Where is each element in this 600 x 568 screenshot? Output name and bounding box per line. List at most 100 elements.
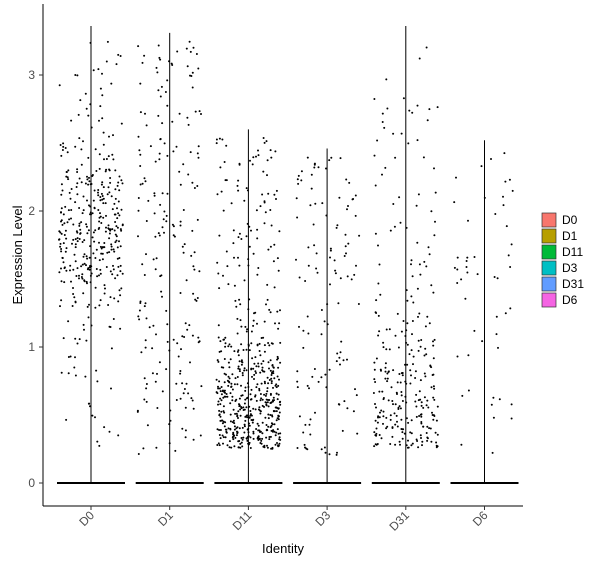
point [112,264,114,267]
point [189,361,191,364]
point [415,405,418,408]
point [426,399,429,402]
point [416,287,419,290]
point [343,400,346,403]
point [257,437,260,439]
point [74,356,76,359]
point [155,66,158,69]
point [434,431,437,434]
point [426,315,429,318]
point [78,222,81,225]
point [453,201,456,204]
point [307,246,310,249]
point [97,191,99,194]
point [295,258,297,261]
legend-swatch [541,260,557,276]
point [259,354,262,357]
point [455,176,457,179]
point [85,280,88,283]
point [99,199,102,202]
point [186,328,189,331]
point [138,309,141,312]
point [324,373,327,376]
point [154,160,157,163]
point [266,387,269,390]
point [250,342,253,345]
point [254,370,257,373]
point [233,428,236,431]
point [338,403,341,406]
point [244,419,247,422]
point [108,191,111,194]
point [84,92,87,95]
point [233,422,236,425]
point [295,197,298,200]
point [270,429,273,432]
point [183,243,186,246]
point [185,47,188,50]
point [58,84,61,87]
point [456,268,459,271]
point [264,401,267,404]
point [59,231,62,234]
point [240,406,243,408]
point [402,320,405,322]
point [238,427,241,430]
point [182,251,185,254]
point [229,420,232,423]
point [161,192,164,195]
point [275,431,278,434]
point [160,85,163,88]
point [279,403,282,406]
point [217,400,220,403]
point [398,405,401,408]
point [502,195,504,198]
point [374,381,377,383]
point [266,390,269,393]
point [80,265,83,268]
point [188,324,191,327]
point [98,119,100,122]
point [393,412,396,415]
point [238,368,241,371]
point [400,132,403,135]
point [259,412,262,415]
point [119,228,122,231]
point [250,419,253,421]
point [229,392,232,395]
point [385,78,388,81]
point [432,344,435,347]
point [230,446,233,449]
point [114,241,117,244]
point [172,338,175,341]
point [74,238,77,241]
point [257,267,260,269]
point [267,399,269,401]
point [248,245,251,248]
point [117,434,120,437]
point [179,370,182,372]
point [298,415,301,418]
point [115,63,118,66]
point [490,403,493,406]
point [381,390,384,393]
point [82,209,85,212]
point [430,284,433,287]
point [411,111,414,114]
point [112,248,115,251]
point [435,444,438,447]
point [245,437,248,440]
point [396,420,398,423]
point [113,297,116,300]
point [273,377,276,380]
point [156,71,159,74]
point [248,416,251,419]
point [224,342,227,345]
point [160,290,163,293]
point [225,373,227,376]
point [308,387,310,390]
point [267,192,270,195]
point [421,440,424,443]
point [256,228,259,231]
